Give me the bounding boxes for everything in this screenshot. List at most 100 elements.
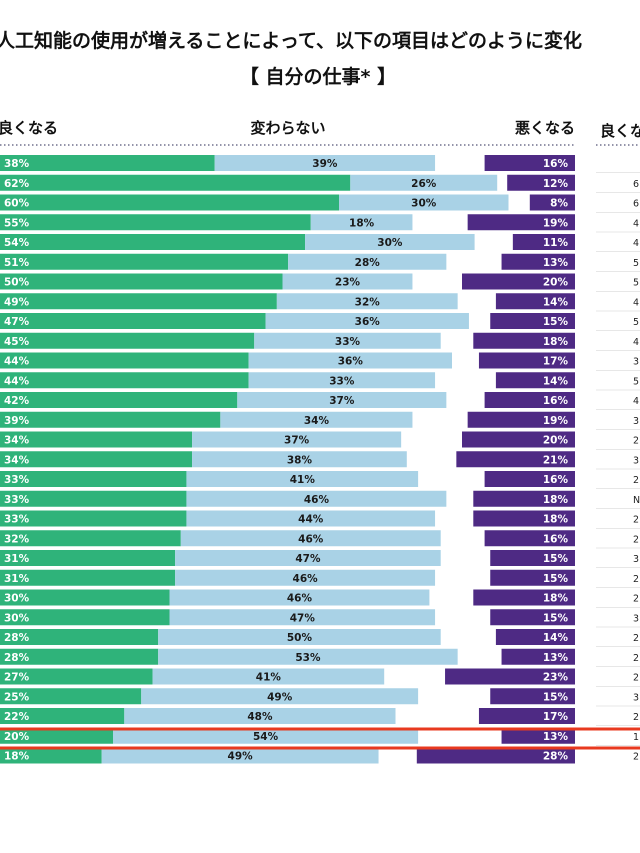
bar-worse-row-16 bbox=[456, 451, 575, 468]
label-worse-row-14: 19% bbox=[543, 415, 569, 427]
label-same-row-4: 18% bbox=[349, 217, 375, 229]
bar-better-row-13 bbox=[0, 392, 238, 408]
bar-better-row-27 bbox=[0, 668, 153, 685]
side-value-row-4: 4 bbox=[633, 218, 639, 229]
label-better-row-16: 34% bbox=[4, 454, 30, 466]
label-better-row-17: 33% bbox=[4, 474, 30, 486]
label-better-row-25: 28% bbox=[4, 632, 30, 644]
bar-better-row-2 bbox=[0, 174, 351, 191]
label-better-row-30: 20% bbox=[4, 731, 30, 743]
header-side: 良くな bbox=[600, 122, 640, 140]
bar-same-row-1 bbox=[214, 155, 436, 171]
bar-better-row-23 bbox=[0, 589, 170, 606]
bar-better-row-3 bbox=[0, 194, 339, 211]
bar-better-row-21 bbox=[0, 550, 176, 566]
label-better-row-21: 31% bbox=[4, 553, 30, 565]
label-same-row-13: 37% bbox=[329, 395, 355, 407]
label-same-row-16: 38% bbox=[287, 454, 313, 466]
bar-worse-row-4 bbox=[467, 214, 575, 231]
label-worse-row-11: 17% bbox=[543, 356, 569, 368]
label-worse-row-17: 16% bbox=[543, 474, 569, 486]
bar-worse-row-24 bbox=[490, 609, 575, 626]
label-same-row-28: 49% bbox=[267, 691, 293, 703]
side-value-row-6: 5 bbox=[633, 258, 639, 269]
bar-better-row-11 bbox=[0, 352, 249, 369]
label-better-row-4: 55% bbox=[4, 217, 30, 229]
bar-same-row-28 bbox=[141, 688, 419, 705]
bars-group: 38% 39% 16% 62% 26% 12% 60% 30% 8% 55% 18% 19% 54% 30… bbox=[0, 155, 575, 764]
header-worse: 悪くなる bbox=[515, 119, 575, 137]
label-better-row-15: 34% bbox=[4, 435, 30, 447]
label-same-row-26: 53% bbox=[295, 652, 321, 664]
bar-better-row-4 bbox=[0, 214, 311, 231]
label-worse-row-16: 21% bbox=[543, 454, 569, 466]
bar-same-row-14 bbox=[220, 411, 413, 428]
bar-worse-row-23 bbox=[473, 589, 575, 606]
label-same-row-31: 49% bbox=[228, 751, 254, 763]
label-worse-row-27: 23% bbox=[543, 672, 569, 684]
bar-same-row-20 bbox=[180, 530, 441, 547]
side-value-row-12: 5 bbox=[633, 376, 639, 387]
bar-worse-row-10 bbox=[473, 332, 575, 349]
label-worse-row-3: 8% bbox=[550, 198, 568, 210]
label-better-row-1: 38% bbox=[4, 158, 30, 170]
bar-same-row-24 bbox=[169, 609, 436, 626]
label-worse-row-22: 15% bbox=[543, 573, 569, 585]
bar-worse-row-5 bbox=[512, 234, 575, 250]
bar-same-row-6 bbox=[288, 253, 447, 270]
side-value-row-25: 2 bbox=[633, 633, 639, 644]
bar-same-row-8 bbox=[276, 293, 458, 310]
side-value-row-26: 2 bbox=[633, 653, 639, 664]
bar-same-row-17 bbox=[186, 471, 419, 487]
label-better-row-6: 51% bbox=[4, 257, 30, 269]
side-value-row-30: 1 bbox=[633, 732, 639, 743]
side-value-row-8: 4 bbox=[633, 297, 639, 308]
label-worse-row-8: 14% bbox=[543, 296, 569, 308]
label-worse-row-10: 18% bbox=[543, 336, 569, 348]
bar-better-row-14 bbox=[0, 411, 221, 428]
bar-worse-row-14 bbox=[467, 411, 575, 428]
chart-title-line2: 【 自分の仕事* 】 bbox=[240, 65, 396, 88]
bar-same-row-29 bbox=[124, 708, 396, 724]
label-better-row-31: 18% bbox=[4, 751, 30, 763]
bar-worse-row-25 bbox=[495, 629, 575, 645]
label-same-row-14: 34% bbox=[304, 415, 330, 427]
bar-same-row-13 bbox=[237, 392, 447, 408]
bar-worse-row-1 bbox=[484, 155, 575, 171]
bar-worse-row-27 bbox=[445, 668, 575, 685]
label-same-row-10: 33% bbox=[335, 336, 361, 348]
bar-worse-row-18 bbox=[473, 490, 575, 507]
bar-better-row-25 bbox=[0, 629, 159, 645]
label-worse-row-5: 11% bbox=[543, 237, 569, 249]
label-worse-row-12: 14% bbox=[543, 375, 569, 387]
label-better-row-9: 47% bbox=[4, 316, 30, 328]
label-worse-row-31: 28% bbox=[543, 751, 569, 763]
label-better-row-12: 44% bbox=[4, 375, 30, 387]
bar-same-row-2 bbox=[350, 174, 498, 191]
label-worse-row-15: 20% bbox=[543, 435, 569, 447]
label-same-row-23: 46% bbox=[287, 593, 313, 605]
label-better-row-7: 50% bbox=[4, 277, 30, 289]
bar-worse-row-22 bbox=[490, 569, 575, 586]
side-value-row-29: 2 bbox=[633, 712, 639, 723]
label-worse-row-25: 14% bbox=[543, 632, 569, 644]
label-same-row-12: 33% bbox=[329, 375, 355, 387]
label-same-row-15: 37% bbox=[284, 435, 310, 447]
label-same-row-17: 41% bbox=[290, 474, 316, 486]
label-better-row-13: 42% bbox=[4, 395, 30, 407]
bar-worse-row-8 bbox=[495, 293, 575, 310]
bar-worse-row-26 bbox=[501, 648, 575, 665]
bar-worse-row-2 bbox=[507, 174, 575, 191]
bar-worse-row-29 bbox=[478, 708, 575, 724]
bar-better-row-16 bbox=[0, 451, 193, 468]
label-worse-row-29: 17% bbox=[543, 711, 569, 723]
label-better-row-8: 49% bbox=[4, 296, 30, 308]
label-same-row-25: 50% bbox=[287, 632, 313, 644]
label-same-row-21: 47% bbox=[295, 553, 321, 565]
bar-same-row-9 bbox=[265, 313, 469, 329]
bar-worse-row-12 bbox=[495, 372, 575, 389]
bar-same-row-22 bbox=[175, 569, 436, 586]
side-column-group: 6 6 4 4 5 5 4 5 4 3 5 4 3 2 3 2 N 2 2 3 2 2 3 2 2 2 3 2 1 2 bbox=[596, 172, 640, 763]
label-same-row-8: 32% bbox=[355, 296, 381, 308]
side-value-row-22: 2 bbox=[633, 574, 639, 585]
